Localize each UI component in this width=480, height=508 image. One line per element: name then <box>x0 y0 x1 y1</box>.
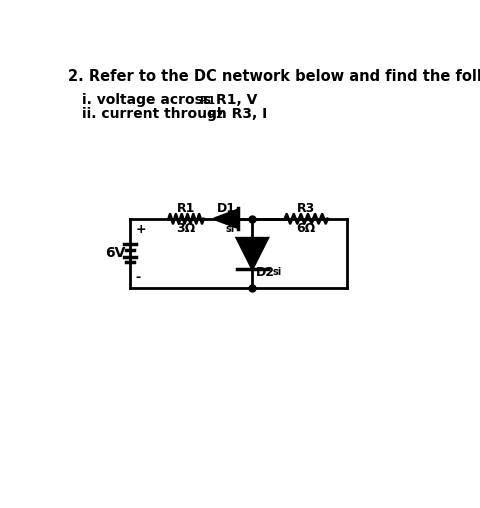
Text: 3Ω: 3Ω <box>176 223 195 235</box>
Text: 6Ω: 6Ω <box>296 223 315 235</box>
Text: R1: R1 <box>177 202 195 214</box>
Text: +: + <box>135 223 145 236</box>
Text: -: - <box>135 271 140 284</box>
Polygon shape <box>237 238 267 269</box>
Text: 6V: 6V <box>105 246 125 261</box>
Text: R1: R1 <box>199 97 215 106</box>
Text: D1: D1 <box>216 202 235 214</box>
Polygon shape <box>214 210 237 228</box>
Text: si: si <box>272 267 281 277</box>
Text: i. voltage across R1, V: i. voltage across R1, V <box>82 93 257 107</box>
Text: R2: R2 <box>208 110 223 120</box>
Text: 2. Refer to the DC network below and find the following values:: 2. Refer to the DC network below and fin… <box>68 69 480 84</box>
Text: R3: R3 <box>297 202 315 214</box>
Text: si: si <box>225 224 234 234</box>
Text: D2: D2 <box>255 266 274 278</box>
Text: ii. current through R3, I: ii. current through R3, I <box>82 107 266 121</box>
